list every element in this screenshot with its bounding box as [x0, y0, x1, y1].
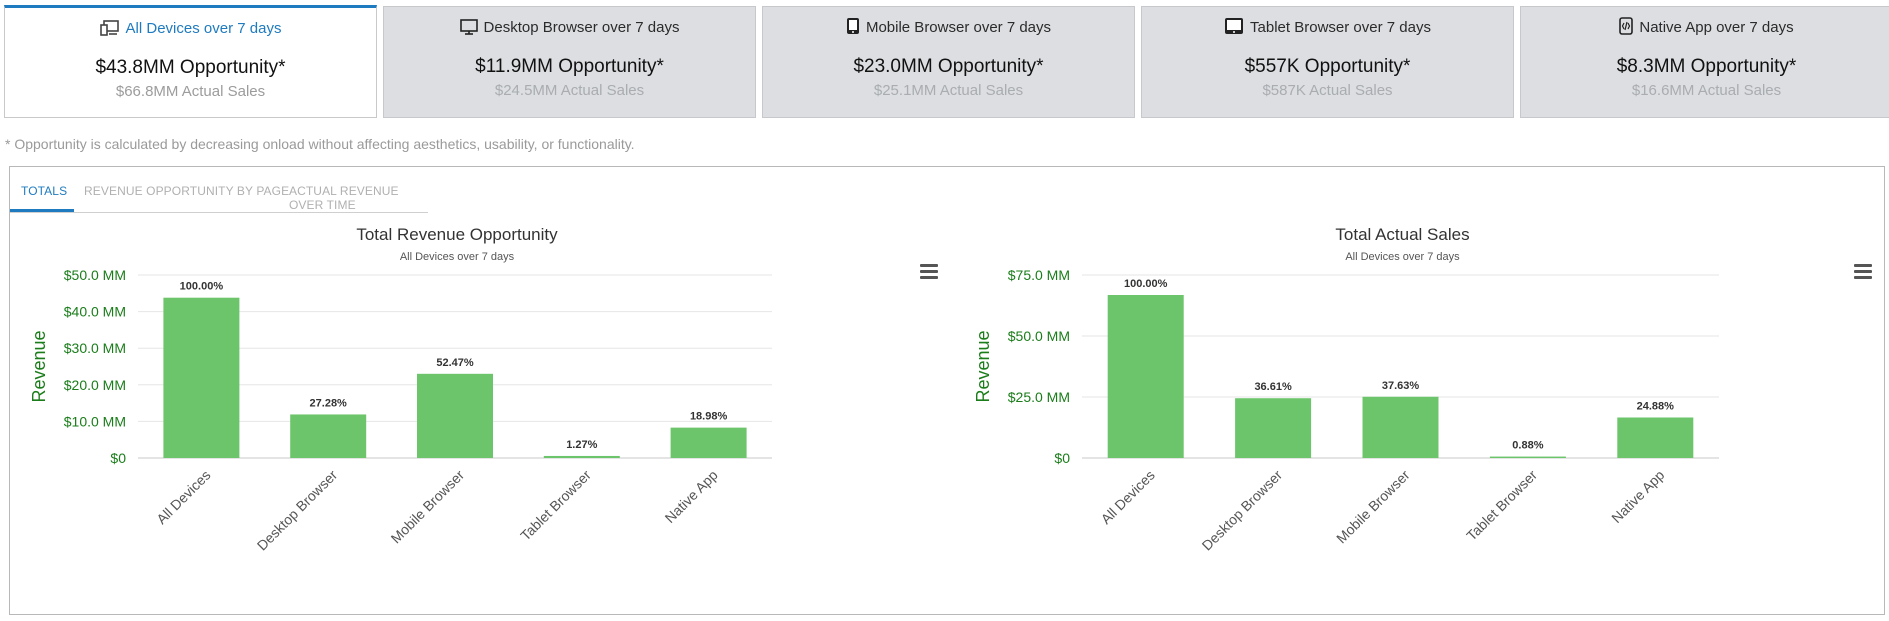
desktop-icon	[459, 19, 478, 35]
tab-totals[interactable]: TOTALS	[21, 184, 68, 198]
revenue-opportunity-chart: Total Revenue Opportunity All Devices ove…	[10, 212, 950, 612]
bar-desktop-browser[interactable]	[290, 414, 367, 458]
y-axis-label: Revenue	[973, 330, 993, 402]
native-app-icon	[1619, 17, 1634, 35]
chart-subtitle: All Devices over 7 days	[400, 251, 515, 263]
data-label: 0.88%	[1512, 440, 1543, 452]
data-label: 27.28%	[310, 397, 348, 409]
bar-all-devices[interactable]	[163, 297, 240, 458]
bar-tablet-browser[interactable]	[1489, 456, 1566, 458]
chart-menu-icon-bar	[920, 264, 938, 267]
bar-native-app[interactable]	[670, 427, 747, 458]
data-label: 18.98%	[690, 411, 728, 423]
card-actual-sales: $24.5MM Actual Sales	[494, 82, 645, 99]
y-tick-label: $40.0 MM	[64, 304, 126, 320]
data-label: 36.61%	[1254, 381, 1292, 393]
y-tick-label: $50.0 MM	[1008, 328, 1070, 344]
y-tick-label: $0	[1054, 450, 1070, 466]
x-tick-label: Mobile Browser	[388, 467, 468, 547]
chart-menu-icon-bar	[920, 276, 938, 279]
chart-menu-icon-bar	[1854, 264, 1872, 267]
chart-title: Total Revenue Opportunity	[356, 225, 558, 244]
y-tick-label: $30.0 MM	[64, 340, 126, 356]
data-label: 37.63%	[1382, 380, 1420, 392]
x-tick-label: Tablet Browser	[1463, 467, 1540, 544]
y-tick-label: $25.0 MM	[1008, 389, 1070, 405]
chart-menu-icon[interactable]	[920, 264, 938, 279]
chart-menu-icon[interactable]	[1854, 264, 1872, 279]
device-cards: All Devices over 7 days $43.8MM Opportun…	[0, 0, 1889, 122]
card-actual-sales: $66.8MM Actual Sales	[115, 83, 266, 100]
x-tick-label: All Devices	[1098, 467, 1158, 527]
bar-mobile-browser[interactable]	[1362, 396, 1439, 458]
actual-sales-chart: Total Actual Sales All Devices over 7 day…	[954, 212, 1884, 612]
card-actual-sales: $587K Actual Sales	[1262, 82, 1393, 99]
active-tab-indicator	[10, 209, 74, 212]
y-tick-label: $10.0 MM	[64, 413, 126, 429]
opportunity-footnote: * Opportunity is calculated by decreasin…	[5, 136, 635, 152]
card-opportunity: $23.0MM Opportunity*	[853, 56, 1044, 77]
x-tick-label: Native App	[1608, 467, 1667, 526]
card-opportunity: $43.8MM Opportunity*	[95, 57, 286, 78]
tablet-icon	[1225, 18, 1244, 34]
card-desktop-browser[interactable]: Desktop Browser over 7 days $11.9MM Oppo…	[383, 6, 756, 118]
y-tick-label: $50.0 MM	[64, 267, 126, 283]
card-opportunity: $11.9MM Opportunity*	[475, 56, 664, 77]
card-title: Tablet Browser over 7 days	[1250, 19, 1431, 36]
card-title: Desktop Browser over 7 days	[483, 19, 680, 36]
card-title: All Devices over 7 days	[125, 20, 282, 37]
x-tick-label: Desktop Browser	[254, 467, 341, 554]
y-tick-label: $75.0 MM	[1008, 267, 1070, 283]
y-tick-label: $20.0 MM	[64, 377, 126, 393]
card-mobile-browser[interactable]: Mobile Browser over 7 days $23.0MM Oppor…	[762, 6, 1135, 118]
data-label: 100.00%	[1124, 278, 1168, 290]
x-tick-label: Desktop Browser	[1199, 467, 1286, 554]
charts-panel: TOTALS REVENUE OPPORTUNITY BY PAGE ACTUA…	[9, 166, 1885, 615]
x-tick-label: All Devices	[153, 467, 213, 527]
x-tick-label: Mobile Browser	[1333, 467, 1413, 547]
chart-tabs: TOTALS REVENUE OPPORTUNITY BY PAGE ACTUA…	[10, 167, 428, 213]
all-devices-icon	[99, 20, 119, 36]
x-tick-label: Tablet Browser	[517, 467, 594, 544]
bar-desktop-browser[interactable]	[1235, 398, 1312, 458]
x-tick-label: Native App	[662, 467, 721, 526]
data-label: 100.00%	[180, 281, 224, 293]
card-title: Mobile Browser over 7 days	[865, 19, 1052, 36]
chart-svg-1: Total Actual Sales All Devices over 7 day…	[973, 225, 1872, 554]
card-opportunity: $557K Opportunity*	[1244, 56, 1411, 77]
data-label: 52.47%	[436, 357, 474, 369]
chart-menu-icon-bar	[1854, 276, 1872, 279]
tab-actual-revenue-over-time[interactable]: ACTUAL REVENUE OVER TIME	[289, 184, 399, 212]
y-tick-label: $0	[110, 450, 126, 466]
chart-menu-icon-bar	[1854, 270, 1872, 273]
data-label: 1.27%	[566, 439, 597, 451]
card-native-app[interactable]: Native App over 7 days $8.3MM Opportunit…	[1520, 6, 1889, 118]
chart-title: Total Actual Sales	[1335, 225, 1469, 244]
tab-revenue-opportunity-by-page[interactable]: REVENUE OPPORTUNITY BY PAGE	[84, 184, 290, 198]
bar-tablet-browser[interactable]	[543, 455, 620, 458]
card-tablet-browser[interactable]: Tablet Browser over 7 days $557K Opportu…	[1141, 6, 1514, 118]
card-actual-sales: $25.1MM Actual Sales	[873, 82, 1024, 99]
card-all-devices[interactable]: All Devices over 7 days $43.8MM Opportun…	[4, 5, 377, 118]
chart-subtitle: All Devices over 7 days	[1345, 251, 1460, 263]
card-opportunity: $8.3MM Opportunity*	[1616, 56, 1797, 77]
chart-menu-icon-bar	[920, 270, 938, 273]
chart-svg-0: Total Revenue Opportunity All Devices ove…	[29, 225, 938, 554]
data-label: 24.88%	[1637, 400, 1675, 412]
y-axis-label: Revenue	[29, 330, 49, 402]
card-title: Native App over 7 days	[1639, 19, 1794, 36]
bar-all-devices[interactable]	[1107, 295, 1184, 458]
bar-native-app[interactable]	[1617, 417, 1694, 458]
card-actual-sales: $16.6MM Actual Sales	[1631, 82, 1782, 99]
bar-mobile-browser[interactable]	[417, 373, 493, 458]
mobile-icon	[846, 18, 859, 34]
